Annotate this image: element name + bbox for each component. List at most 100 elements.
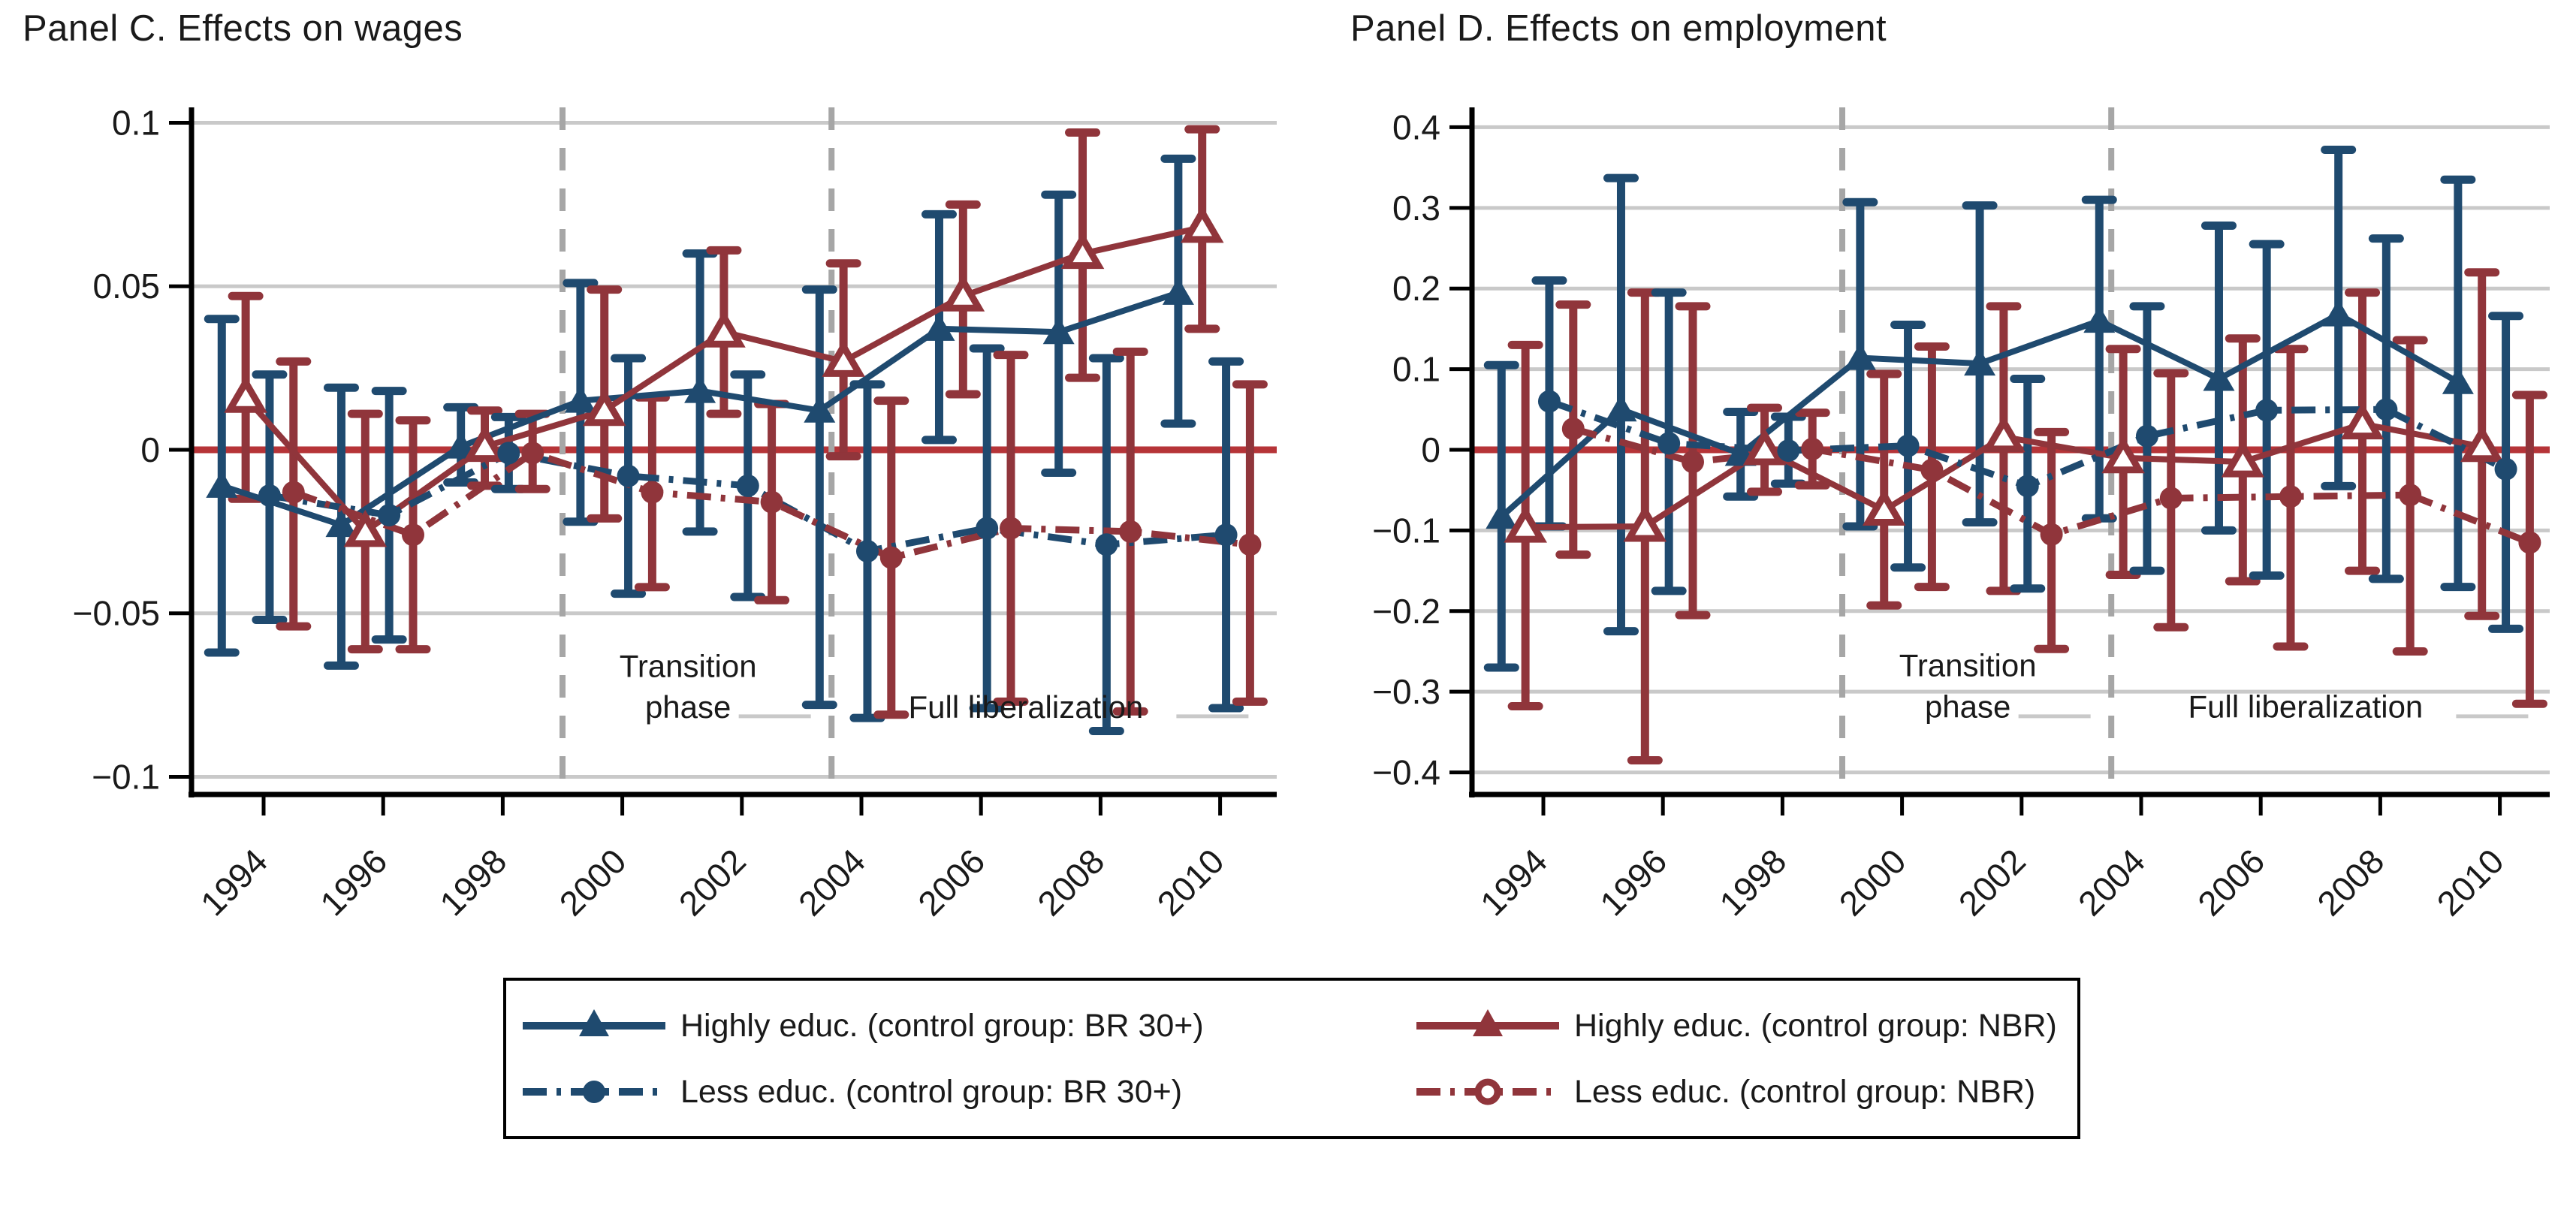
x-tick-label: 1998 [432,841,514,923]
marker-circle [736,474,759,497]
y-tick-label: 0.1 [1392,350,1440,389]
marker-triangle [684,375,716,403]
marker-triangle [2442,366,2474,394]
legend-entry-less-nbr: Less educ. (control group: NBR) [1416,1071,2062,1113]
marker-circle [879,546,903,569]
marker-triangle-open [1982,415,2026,453]
annotation-full-liberalization: Full liberalization [908,689,1143,725]
legend-entry-less-br30: Less educ. (control group: BR 30+) [523,1071,1394,1113]
marker-triangle-open [1504,505,1547,543]
marker-circle [521,442,544,465]
marker-circle [2494,457,2517,481]
marker-circle [378,504,401,527]
x-tick-label: 2010 [1150,841,1232,923]
legend-marker [1474,1078,1501,1105]
marker-triangle [564,385,596,413]
marker-triangle-open [702,310,746,348]
marker-circle [760,490,783,514]
marker-circle [1561,418,1585,441]
marker-triangle [2203,363,2235,391]
legend-sample-less-br30 [523,1081,665,1103]
y-tick-label: −0.2 [1372,592,1440,631]
legend-sample-highly-nbr [1416,1009,1559,1036]
legend-label: Less educ. (control group: NBR) [1574,1074,2036,1110]
y-tick-label: 0 [1421,430,1440,469]
marker-triangle-open [1180,205,1224,243]
legend-label: Highly educ. (control group: NBR) [1574,1008,2057,1044]
marker-triangle [2322,299,2354,327]
marker-circle [1777,439,1800,463]
x-tick-label: 1996 [1592,841,1674,923]
marker-triangle-open [2340,402,2384,440]
marker-triangle-open [822,339,865,377]
x-tick-label: 2008 [2309,841,2391,923]
marker-circle [1682,451,1704,474]
x-tick-label: 2004 [791,841,873,923]
series-markers [206,277,1194,538]
x-tick-label: 2004 [2071,841,2152,923]
x-tick-label: 2006 [910,841,992,923]
marker-triangle-open [2101,436,2145,474]
legend-label: Less educ. (control group: BR 30+) [680,1074,1183,1110]
marker-triangle-open [2460,424,2504,463]
marker-circle [1214,523,1238,547]
legend-label: Highly educ. (control group: BR 30+) [680,1008,1204,1044]
marker-triangle-open [582,388,626,427]
marker-triangle [206,470,238,498]
annotation-phase: phase [1925,689,2010,725]
y-tick-label: −0.4 [1372,753,1440,792]
marker-triangle-open [224,375,267,413]
y-tick-label: −0.1 [92,757,160,796]
marker-triangle-open [343,509,388,547]
confidence-intervals [204,125,1268,736]
marker-circle-open [1474,1078,1501,1105]
marker-circle [2279,485,2302,508]
marker-triangle [445,431,477,459]
legend-entry-highly-br30: Highly educ. (control group: BR 30+) [523,1005,1394,1047]
marker-circle [2375,398,2398,421]
marker-triangle-open [941,274,985,312]
x-tick-label: 2002 [671,841,753,923]
legend-sample-less-nbr [1416,1078,1559,1105]
x-tick-label: 2000 [552,841,634,923]
marker-circle [2159,487,2182,510]
series-markers [1537,390,2517,498]
y-tick-label: 0.2 [1392,269,1440,308]
marker-triangle [325,510,357,538]
marker-triangle [579,1009,609,1036]
marker-triangle-open [1862,488,1906,526]
marker-circle [1658,432,1681,455]
marker-circle [617,464,640,487]
marker-circle [2135,424,2158,448]
x-tick-label: 2010 [2430,841,2511,923]
series-markers [1504,402,2504,543]
marker-triangle-open [1742,428,1787,466]
marker-triangle [1162,277,1194,305]
x-tick-label: 2000 [1832,841,1914,923]
x-tick-label: 2008 [1030,841,1112,923]
legend-marker [1473,1009,1503,1036]
marker-triangle [1844,342,1876,370]
y-tick-label: −0.1 [1372,511,1440,550]
marker-triangle [1964,348,1996,376]
marker-triangle [804,395,836,423]
marker-circle [1000,517,1022,540]
annotation-full-liberalization: Full liberalization [2188,689,2423,725]
marker-circle [2016,475,2039,498]
marker-circle [1537,390,1561,413]
y-tick-label: 0.4 [1392,107,1440,146]
series-markers [282,442,1262,569]
marker-triangle [2083,306,2116,333]
marker-triangle-open [2221,440,2265,478]
marker-circle [1119,520,1142,543]
marker-circle [2255,399,2279,422]
marker-circle [976,517,999,540]
marker-circle [855,539,879,562]
series-markers [1486,299,2474,529]
marker-circle [402,523,424,547]
marker-triangle [1486,502,1518,529]
marker-circle [641,481,664,504]
marker-triangle [1042,317,1075,345]
marker-triangle-open [1623,505,1667,542]
